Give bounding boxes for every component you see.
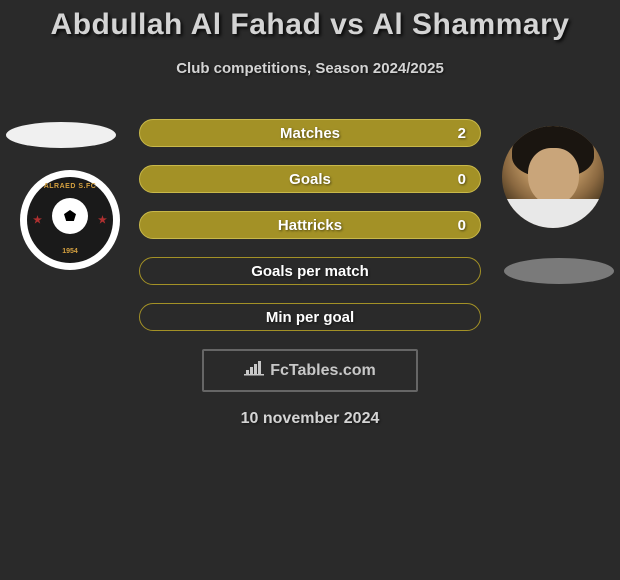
player1-placeholder-ellipse	[6, 122, 116, 148]
stat-label: Goals	[289, 171, 331, 188]
watermark-text: FcTables.com	[270, 362, 376, 380]
stat-value: 0	[458, 217, 466, 234]
page-title: Abdullah Al Fahad vs Al Shammary	[0, 0, 620, 42]
stat-value: 2	[458, 125, 466, 142]
badge-accent-left: ★	[33, 215, 42, 226]
stat-label: Matches	[280, 125, 340, 142]
badge-accent-right: ★	[98, 215, 107, 226]
stat-bar: Matches 2	[139, 119, 481, 147]
player2-placeholder-ellipse	[504, 258, 614, 284]
stat-label: Hattricks	[278, 217, 342, 234]
stat-bar: Min per goal	[139, 303, 481, 331]
stat-label: Min per goal	[266, 309, 354, 326]
player-photo-right	[502, 126, 604, 228]
date-text: 10 november 2024	[0, 410, 620, 428]
soccer-ball-icon	[52, 198, 88, 234]
watermark: FcTables.com	[202, 349, 418, 392]
stat-value: 0	[458, 171, 466, 188]
club-badge-graphic: ALRAED S.FC ★ ★ 1954	[27, 177, 113, 263]
stat-label: Goals per match	[251, 263, 369, 280]
badge-top-text: ALRAED S.FC	[27, 183, 113, 190]
stat-bar: Hattricks 0	[139, 211, 481, 239]
club-badge-left: ALRAED S.FC ★ ★ 1954	[20, 170, 120, 270]
chart-bar-icon	[244, 360, 264, 381]
stat-bar: Goals per match	[139, 257, 481, 285]
stat-bar: Goals 0	[139, 165, 481, 193]
subtitle: Club competitions, Season 2024/2025	[0, 60, 620, 77]
badge-bottom-text: 1954	[27, 248, 113, 255]
photo-jersey	[502, 199, 604, 228]
photo-face	[528, 148, 579, 204]
